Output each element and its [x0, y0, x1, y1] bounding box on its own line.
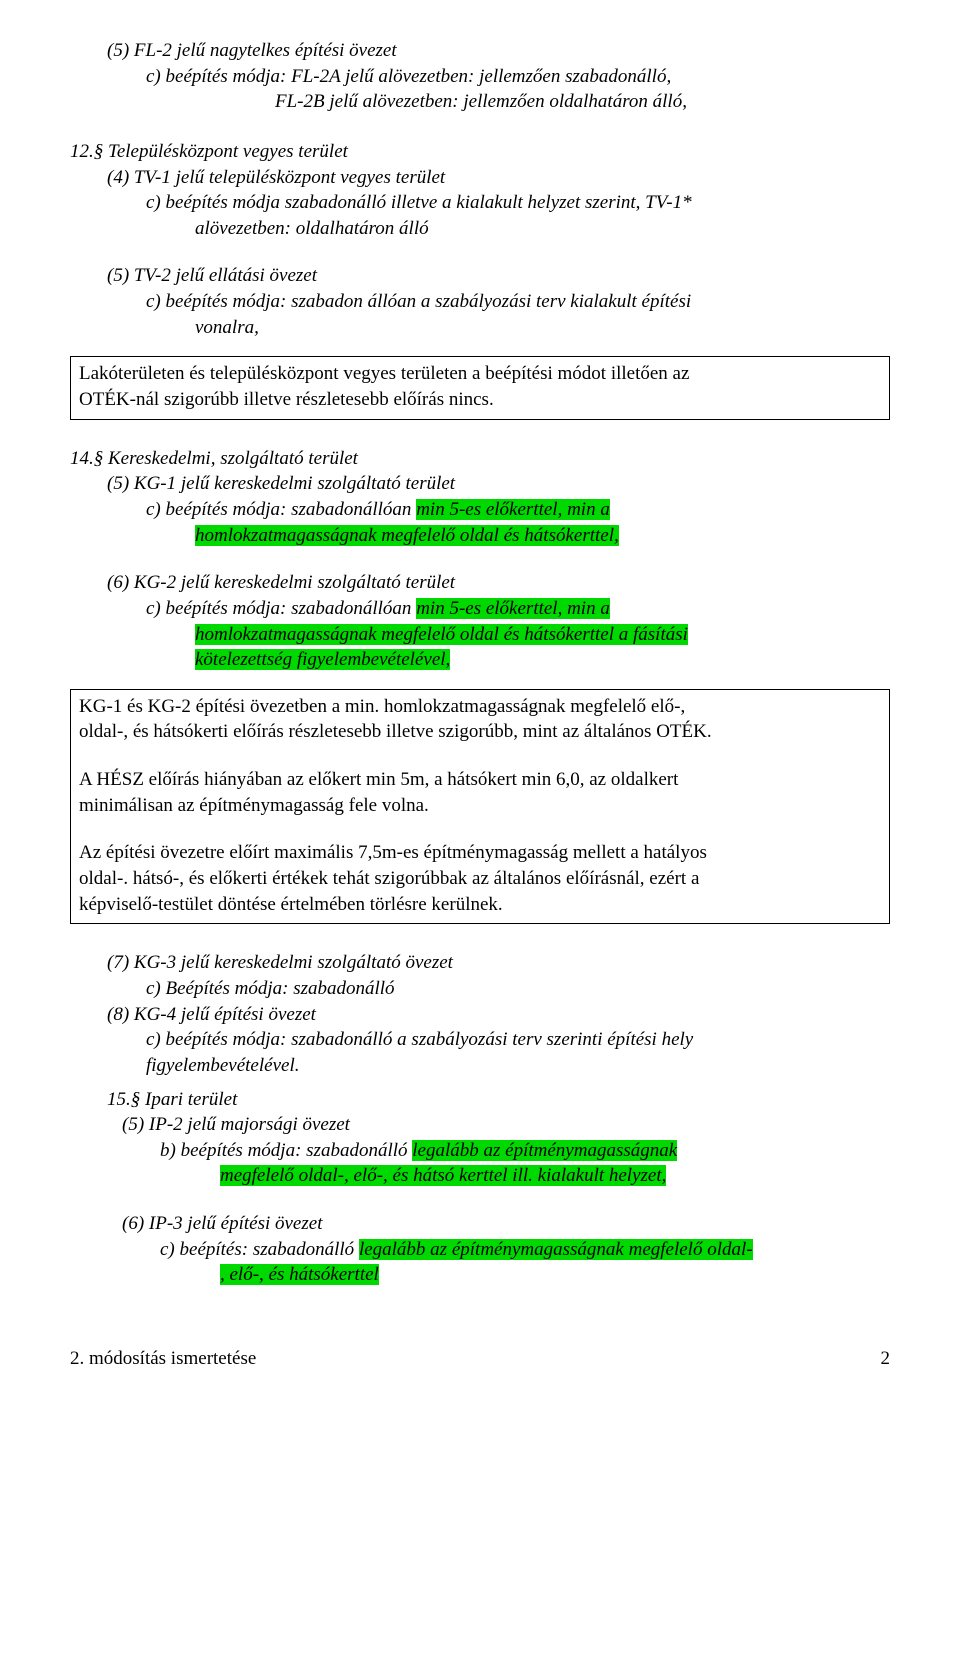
s14b-l2: c) Beépítés módja: szabadonálló — [70, 976, 890, 1002]
s14-l7-highlight: kötelezettség figyelembevételével, — [195, 649, 450, 670]
section-5: (5) FL-2 jelű nagytelkes építési övezet … — [70, 38, 890, 115]
s5-line2: c) beépítés módja: FL-2A jelű alövezetbe… — [70, 64, 890, 90]
s14-l3-highlight: homlokzatmagasságnak megfelelő oldal és … — [195, 525, 619, 546]
s12-l6: vonalra, — [70, 315, 890, 341]
s14-l5b-highlight: min 5-es előkerttel, min a — [416, 598, 610, 619]
footer-page-number: 2 — [881, 1346, 891, 1372]
s15-l1: (5) IP-2 jelű majorsági övezet — [70, 1112, 890, 1138]
s15-l3: megfelelő oldal-, elő-, és hátsó kerttel… — [70, 1163, 890, 1189]
s14-title: 14.§ Kereskedelmi, szolgáltató terület — [70, 446, 890, 472]
s14b-l3: (8) KG-4 jelű építési övezet — [70, 1002, 890, 1028]
s15-l2b-highlight: legalább az építménymagasságnak — [412, 1140, 677, 1161]
s15-l6: , elő-, és hátsókerttel — [70, 1262, 890, 1288]
s15-l3-highlight: megfelelő oldal-, elő-, és hátsó kerttel… — [220, 1165, 666, 1186]
s14-l4: (6) KG-2 jelű kereskedelmi szolgáltató t… — [70, 570, 890, 596]
s14-l1: (5) KG-1 jelű kereskedelmi szolgáltató t… — [70, 471, 890, 497]
s5-line1: (5) FL-2 jelű nagytelkes építési övezet — [70, 38, 890, 64]
s12-l4: (5) TV-2 jelű ellátási övezet — [70, 263, 890, 289]
note-box-2: KG-1 és KG-2 építési övezetben a min. ho… — [70, 689, 890, 924]
s14-l5a: c) beépítés módja: szabadonállóan — [146, 598, 416, 619]
s12-l2: c) beépítés módja szabadonálló illetve a… — [70, 190, 890, 216]
section-15: 15.§ Ipari terület (5) IP-2 jelű majorsá… — [70, 1087, 890, 1288]
box2-p3a: Az építési övezetre előírt maximális 7,5… — [79, 840, 881, 866]
s14-l5: c) beépítés módja: szabadonállóan min 5-… — [70, 596, 890, 622]
s12-l3: alövezetben: oldalhatáron álló — [70, 216, 890, 242]
s12-l5: c) beépítés módja: szabadon állóan a sza… — [70, 289, 890, 315]
s14b-l4: c) beépítés módja: szabadonálló a szabál… — [70, 1027, 890, 1053]
s15-l2a: b) beépítés módja: szabadonálló — [160, 1140, 412, 1161]
page-footer: 2. módosítás ismertetése 2 — [70, 1346, 890, 1372]
note-box-1: Lakóterületen és településközpont vegyes… — [70, 356, 890, 419]
box2-p2a: A HÉSZ előírás hiányában az előkert min … — [79, 767, 881, 793]
document-page: (5) FL-2 jelű nagytelkes építési övezet … — [0, 0, 960, 1402]
s5-line3: FL-2B jelű alövezetben: jellemzően oldal… — [70, 89, 890, 115]
s14-l2b-highlight: min 5-es előkerttel, min a — [416, 499, 610, 520]
box2-p2b: minimálisan az építménymagasság fele vol… — [79, 793, 881, 819]
section-12: 12.§ Településközpont vegyes terület (4)… — [70, 139, 890, 340]
box1-l2: OTÉK-nál szigorúbb illetve részletesebb … — [79, 387, 881, 413]
s15-l5: c) beépítés: szabadonálló legalább az ép… — [70, 1237, 890, 1263]
s12-l1: (4) TV-1 jelű településközpont vegyes te… — [70, 165, 890, 191]
s14-l6: homlokzatmagasságnak megfelelő oldal és … — [70, 622, 890, 648]
s15-l5b-highlight: legalább az építménymagasságnak megfelel… — [359, 1239, 753, 1260]
s14b-l1: (7) KG-3 jelű kereskedelmi szolgáltató ö… — [70, 950, 890, 976]
s14-l6-highlight: homlokzatmagasságnak megfelelő oldal és … — [195, 624, 688, 645]
s12-title: 12.§ Településközpont vegyes terület — [70, 139, 890, 165]
box2-p1a: KG-1 és KG-2 építési övezetben a min. ho… — [79, 694, 881, 720]
s14b-l5: figyelembevételével. — [70, 1053, 890, 1079]
s14-l2a: c) beépítés módja: szabadonállóan — [146, 499, 416, 520]
box2-p3b: oldal-. hátsó-, és előkerti értékek tehá… — [79, 866, 881, 892]
s15-l2: b) beépítés módja: szabadonálló legalább… — [70, 1138, 890, 1164]
box2-p1b: oldal-, és hátsókerti előírás részletese… — [79, 719, 881, 745]
s15-l6-highlight: , elő-, és hátsókerttel — [220, 1264, 379, 1285]
s14-l7: kötelezettség figyelembevételével, — [70, 647, 890, 673]
s14-l3: homlokzatmagasságnak megfelelő oldal és … — [70, 523, 890, 549]
box1-l1: Lakóterületen és településközpont vegyes… — [79, 361, 881, 387]
s14-l2: c) beépítés módja: szabadonállóan min 5-… — [70, 497, 890, 523]
box2-p3c: képviselő-testület döntése értelmében tö… — [79, 892, 881, 918]
footer-left: 2. módosítás ismertetése — [70, 1346, 256, 1372]
s15-l4: (6) IP-3 jelű építési övezet — [70, 1211, 890, 1237]
section-14: 14.§ Kereskedelmi, szolgáltató terület (… — [70, 446, 890, 673]
s15-l5a: c) beépítés: szabadonálló — [160, 1239, 359, 1260]
section-14b: (7) KG-3 jelű kereskedelmi szolgáltató ö… — [70, 950, 890, 1078]
s15-title: 15.§ Ipari terület — [70, 1087, 890, 1113]
